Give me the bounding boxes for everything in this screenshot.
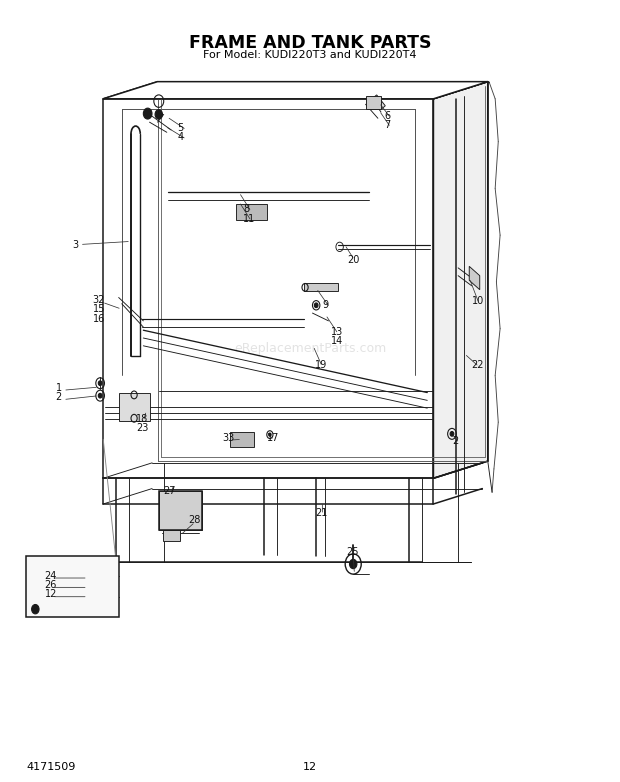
Polygon shape xyxy=(104,81,488,99)
Text: 9: 9 xyxy=(322,300,329,310)
Text: 10: 10 xyxy=(472,296,484,307)
Polygon shape xyxy=(118,393,149,421)
Text: 25: 25 xyxy=(346,547,358,558)
Text: 17: 17 xyxy=(267,432,279,443)
Polygon shape xyxy=(366,96,381,109)
Text: 18: 18 xyxy=(136,414,148,424)
Text: 23: 23 xyxy=(136,423,148,433)
Text: FRAME AND TANK PARTS: FRAME AND TANK PARTS xyxy=(188,34,432,52)
Polygon shape xyxy=(373,95,385,109)
Circle shape xyxy=(450,432,454,436)
Text: 33: 33 xyxy=(223,432,234,443)
Text: 6: 6 xyxy=(384,111,390,121)
Circle shape xyxy=(350,559,357,569)
Text: 1: 1 xyxy=(56,383,62,393)
Text: 22: 22 xyxy=(472,360,484,370)
Circle shape xyxy=(268,433,271,436)
Text: 26: 26 xyxy=(45,580,57,590)
Text: 8: 8 xyxy=(243,204,249,214)
Text: 2: 2 xyxy=(56,393,62,402)
Polygon shape xyxy=(230,432,254,447)
Polygon shape xyxy=(163,529,180,540)
Text: 21: 21 xyxy=(315,508,327,518)
Polygon shape xyxy=(26,556,118,617)
Text: 19: 19 xyxy=(315,360,327,370)
Text: 5: 5 xyxy=(177,123,184,133)
Circle shape xyxy=(143,108,152,119)
Text: 13: 13 xyxy=(331,327,343,337)
Circle shape xyxy=(99,381,102,386)
Circle shape xyxy=(32,604,39,614)
Text: 3: 3 xyxy=(73,239,79,249)
Text: 2: 2 xyxy=(452,436,458,446)
Polygon shape xyxy=(433,81,488,479)
Text: 32: 32 xyxy=(93,295,105,305)
Polygon shape xyxy=(469,267,480,289)
Circle shape xyxy=(314,303,318,307)
Text: 27: 27 xyxy=(163,486,175,496)
Polygon shape xyxy=(236,204,267,220)
Circle shape xyxy=(155,109,162,119)
Text: 4171509: 4171509 xyxy=(26,762,76,772)
Text: 15: 15 xyxy=(93,304,105,314)
Text: 12: 12 xyxy=(45,590,57,599)
Text: 7: 7 xyxy=(384,120,391,131)
Text: For Model: KUDI220T3 and KUDI220T4: For Model: KUDI220T3 and KUDI220T4 xyxy=(203,50,417,60)
Circle shape xyxy=(99,393,102,398)
Text: 28: 28 xyxy=(188,515,200,525)
Polygon shape xyxy=(304,283,338,291)
Text: 12: 12 xyxy=(303,762,317,772)
Text: 4: 4 xyxy=(177,132,184,142)
Text: 14: 14 xyxy=(331,336,343,346)
Polygon shape xyxy=(159,491,202,529)
Text: 11: 11 xyxy=(243,213,255,224)
Text: 24: 24 xyxy=(45,571,57,581)
Text: 16: 16 xyxy=(93,314,105,324)
Text: 20: 20 xyxy=(347,255,360,265)
Text: eReplacementParts.com: eReplacementParts.com xyxy=(234,342,386,355)
